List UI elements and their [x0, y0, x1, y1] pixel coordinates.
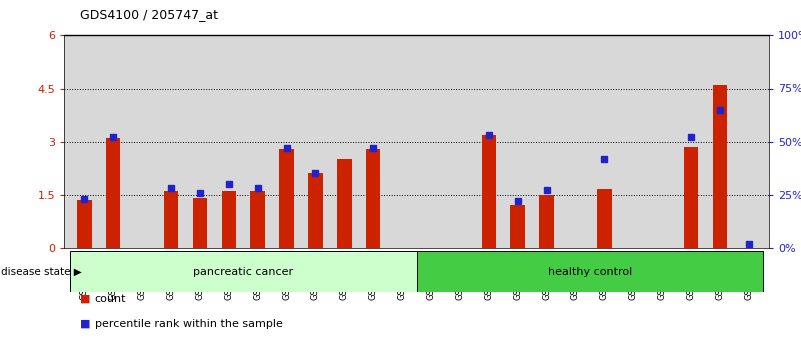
Bar: [539, 195, 553, 248]
Bar: [684, 147, 698, 248]
Text: ■: ■: [80, 319, 94, 329]
Bar: [163, 191, 178, 248]
Bar: [280, 149, 294, 248]
Text: disease state ▶: disease state ▶: [1, 267, 82, 277]
Bar: [106, 138, 120, 248]
Bar: [251, 191, 265, 248]
Bar: [597, 189, 611, 248]
Text: pancreatic cancer: pancreatic cancer: [193, 267, 293, 277]
Bar: [481, 135, 496, 248]
Text: count: count: [95, 294, 126, 304]
Bar: [417, 251, 763, 292]
Bar: [713, 85, 727, 248]
Text: GDS4100 / 205747_at: GDS4100 / 205747_at: [80, 8, 218, 21]
Bar: [510, 205, 525, 248]
Bar: [337, 159, 352, 248]
Text: healthy control: healthy control: [548, 267, 632, 277]
Bar: [70, 251, 417, 292]
Bar: [192, 198, 207, 248]
Bar: [366, 149, 380, 248]
Bar: [222, 191, 236, 248]
Text: percentile rank within the sample: percentile rank within the sample: [95, 319, 283, 329]
Bar: [77, 200, 91, 248]
Text: ■: ■: [80, 294, 94, 304]
Bar: [308, 173, 323, 248]
